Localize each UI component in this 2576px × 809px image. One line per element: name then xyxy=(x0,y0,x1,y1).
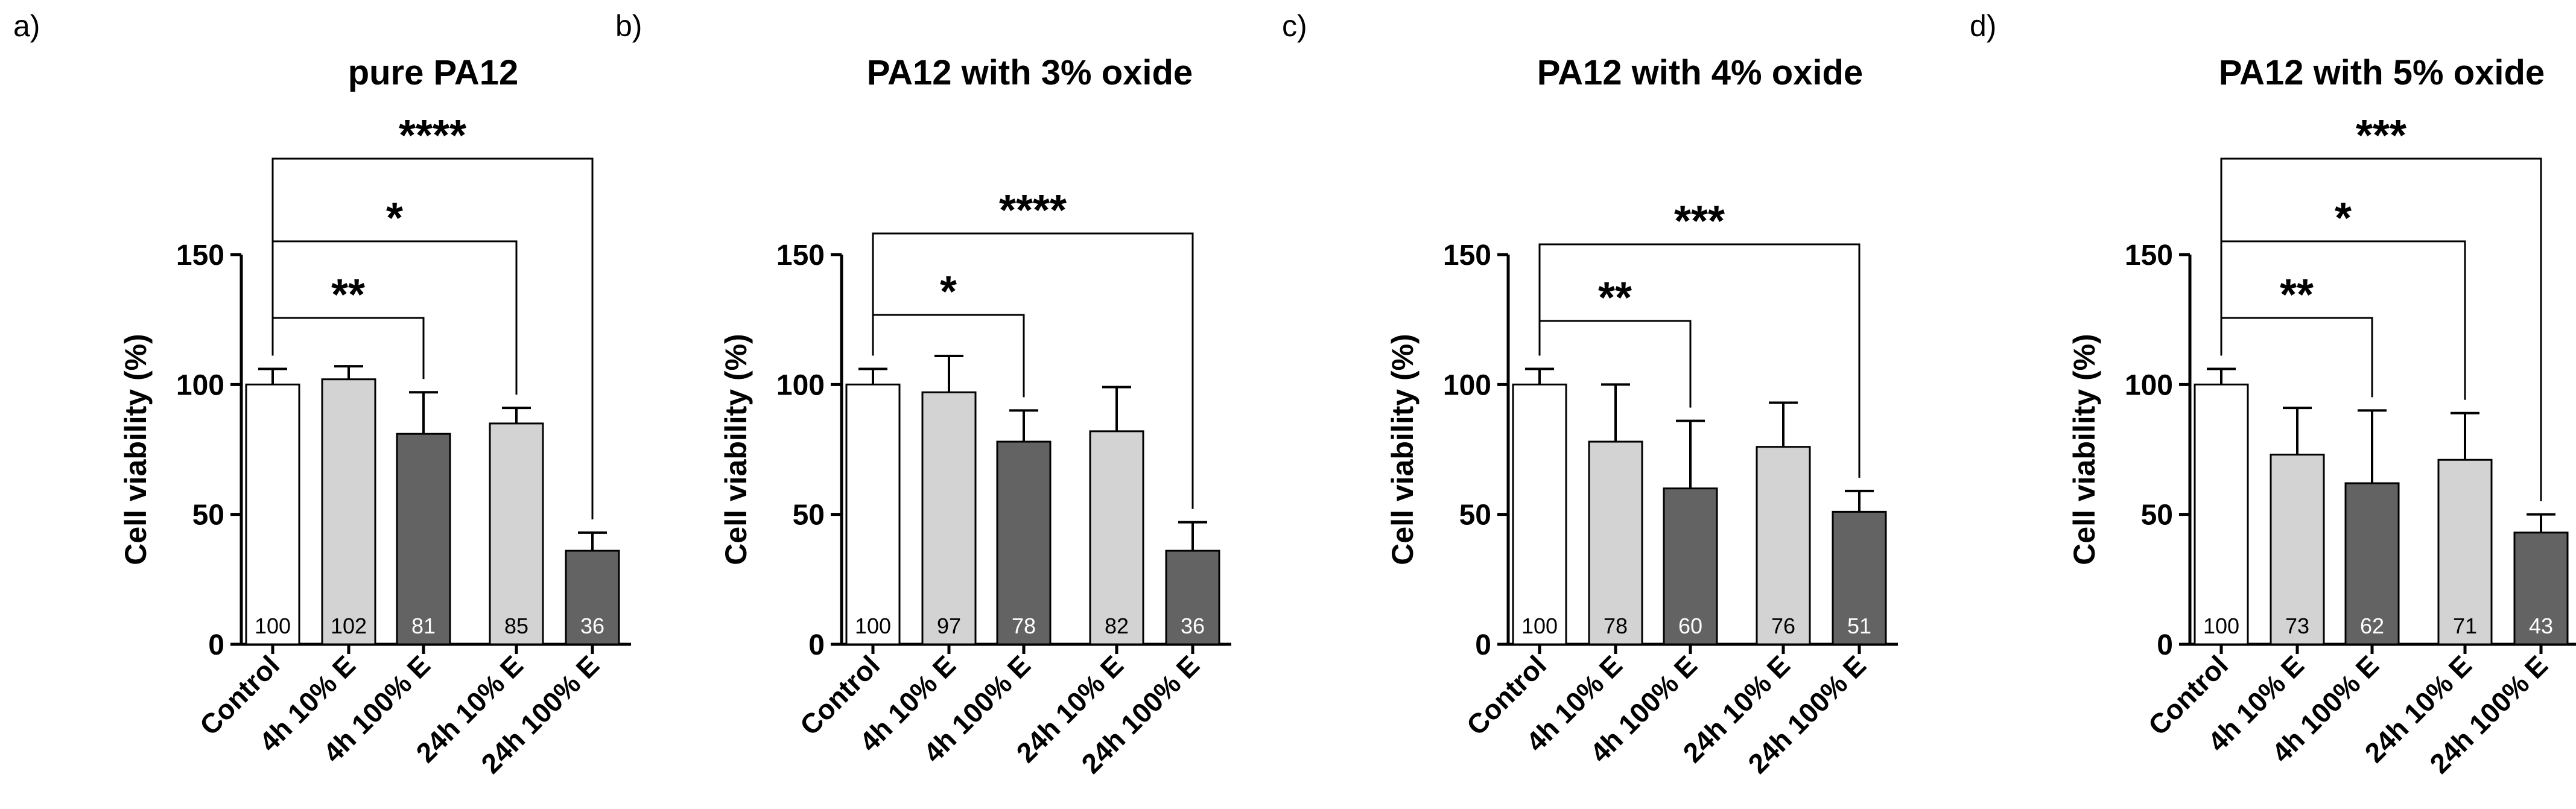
significance-bracket xyxy=(271,157,594,519)
value-label: 82 xyxy=(1105,614,1129,638)
y-tick-label: 0 xyxy=(1475,629,1491,661)
value-label: 100 xyxy=(1521,614,1558,638)
significance-label: ** xyxy=(2280,271,2314,319)
y-tick-label: 50 xyxy=(793,500,825,531)
bar-24h-10-e xyxy=(2437,458,2493,646)
significance-label: **** xyxy=(399,112,466,160)
bar-4h-10-e xyxy=(1588,440,1643,646)
bar-24h-100-e xyxy=(1165,550,1220,646)
value-label: 76 xyxy=(1771,614,1795,638)
y-axis-label: Cell viability (%) xyxy=(2067,334,2101,565)
y-axis-label: Cell viability (%) xyxy=(1386,334,1420,565)
y-tick-label: 50 xyxy=(2141,500,2173,531)
chart-title: PA12 with 3% oxide xyxy=(867,53,1193,92)
bar-24h-10-e xyxy=(489,422,544,646)
bar-control xyxy=(2194,383,2249,646)
value-label: 73 xyxy=(2285,614,2309,638)
y-tick-label: 50 xyxy=(1459,500,1491,531)
y-tick-label: 150 xyxy=(176,240,224,271)
y-tick-label: 0 xyxy=(2157,629,2173,661)
bar-4h-100-e xyxy=(1663,487,1718,646)
bar-control xyxy=(845,383,901,646)
panel-letter: c) xyxy=(1282,9,1307,43)
value-label: 36 xyxy=(1181,614,1205,638)
bar-4h-100-e xyxy=(996,440,1052,646)
bar-24h-100-e xyxy=(2513,531,2569,646)
y-tick-label: 0 xyxy=(808,629,825,661)
y-tick-label: 50 xyxy=(192,500,224,531)
value-label: 100 xyxy=(855,614,891,638)
value-label: 100 xyxy=(2203,614,2239,638)
y-axis-label: Cell viability (%) xyxy=(719,334,753,565)
value-label: 62 xyxy=(2360,614,2384,638)
chart-title: pure PA12 xyxy=(348,53,519,92)
significance-label: **** xyxy=(999,186,1067,235)
y-tick-label: 150 xyxy=(2125,240,2173,271)
chart-panel-d: d) PA12 with 5% oxide 0 50 100 150 Cell viabil… xyxy=(1970,9,2576,779)
chart-title: PA12 with 4% oxide xyxy=(1537,53,1863,92)
panel-letter: d) xyxy=(1970,9,1996,43)
y-tick-label: 100 xyxy=(1443,369,1491,401)
bar-24h-10-e xyxy=(1089,430,1144,646)
y-tick-label: 0 xyxy=(208,629,224,661)
bar-4h-10-e xyxy=(2270,454,2325,646)
significance-label: * xyxy=(386,194,403,243)
significance-label: * xyxy=(940,268,957,316)
bar-4h-10-e xyxy=(921,391,977,646)
significance-label: ** xyxy=(1598,274,1632,322)
value-label: 100 xyxy=(255,614,291,638)
chart-title: PA12 with 5% oxide xyxy=(2219,53,2545,92)
value-label: 85 xyxy=(504,614,528,638)
value-label: 71 xyxy=(2453,614,2477,638)
significance-bracket xyxy=(1538,243,1861,478)
significance-bracket xyxy=(872,232,1194,509)
chart-panel-c: c) PA12 with 4% oxide 0 50 100 150 Cell viabil… xyxy=(1282,9,1898,779)
y-tick-label: 150 xyxy=(776,240,825,271)
y-tick-label: 100 xyxy=(776,369,825,401)
value-label: 43 xyxy=(2529,614,2553,638)
significance-bracket xyxy=(2220,157,2542,501)
significance-label: * xyxy=(2335,194,2352,243)
significance-label: ** xyxy=(331,271,365,319)
value-label: 60 xyxy=(1678,614,1702,638)
value-label: 36 xyxy=(580,614,604,638)
y-tick-label: 100 xyxy=(2125,369,2173,401)
significance-label: *** xyxy=(2356,112,2406,160)
bar-24h-100-e xyxy=(565,550,620,646)
chart-panel-a: a) pure PA12 0 50 100 150 Cell viability (%) 10… xyxy=(13,9,631,779)
bar-control xyxy=(245,383,300,646)
y-tick-label: 100 xyxy=(176,369,224,401)
significance-bracket xyxy=(2220,240,2466,400)
value-label: 97 xyxy=(937,614,961,638)
y-axis-label: Cell viability (%) xyxy=(119,334,153,565)
panel-letter: b) xyxy=(615,9,642,43)
bar-24h-10-e xyxy=(1756,446,1811,646)
bar-24h-100-e xyxy=(1832,510,1887,646)
value-label: 81 xyxy=(411,614,436,638)
significance-label: *** xyxy=(1674,197,1725,246)
value-label: 78 xyxy=(1012,614,1036,638)
panel-letter: a) xyxy=(13,9,40,43)
chart-panel-b: b) PA12 with 3% oxide 0 50 100 150 Cell viabil… xyxy=(615,9,1231,779)
value-label: 102 xyxy=(331,614,367,638)
bar-control xyxy=(1512,383,1567,646)
bar-4h-10-e xyxy=(321,378,376,646)
value-label: 78 xyxy=(1604,614,1628,638)
bar-4h-100-e xyxy=(396,433,451,646)
y-tick-label: 150 xyxy=(1443,240,1491,271)
value-label: 51 xyxy=(1847,614,1871,638)
